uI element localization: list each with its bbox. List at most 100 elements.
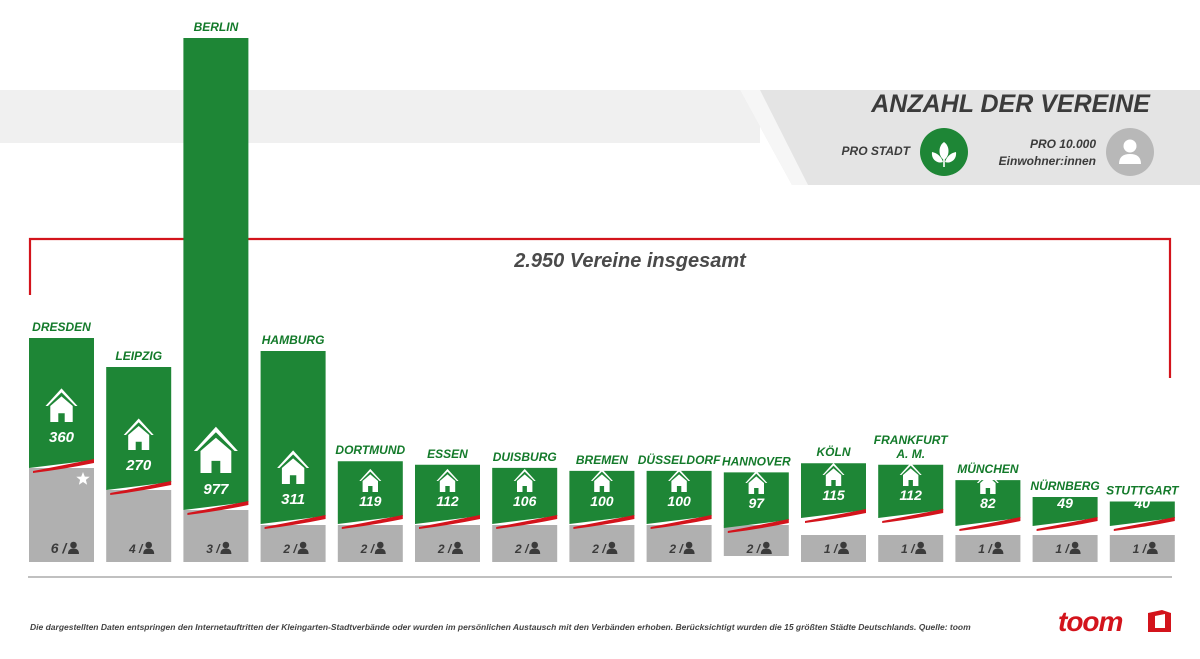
per-capita-bar — [492, 525, 558, 562]
house-roof — [436, 468, 459, 481]
per-capita-label: 2 / — [360, 542, 376, 556]
house-body — [128, 426, 150, 450]
person-body — [1069, 548, 1081, 554]
city-label: DUISBURG — [493, 450, 557, 464]
toom-logo-icon — [1148, 610, 1171, 632]
house-body — [1057, 476, 1073, 494]
bar-group: 270 4 / LEIPZIG — [106, 349, 172, 562]
person-head — [145, 541, 152, 549]
house-body — [748, 476, 764, 494]
per-capita-label: 1 / — [824, 542, 839, 556]
person-body — [452, 548, 463, 554]
per-capita-label: 3 / — [206, 542, 221, 556]
value-label: 40 — [1134, 495, 1151, 511]
bar-group: 100 2 / DÜSSELDORF — [638, 452, 721, 562]
value-label: 977 — [203, 481, 229, 498]
person-head — [222, 541, 230, 549]
house-icon — [976, 470, 999, 494]
bar-group: 82 1 / MÜNCHEN — [955, 461, 1021, 562]
person-head — [299, 541, 307, 549]
value-label: 97 — [749, 495, 766, 511]
swoosh-accent — [419, 515, 480, 529]
house-roof — [976, 470, 999, 483]
per-capita-bar — [1109, 535, 1175, 562]
value-label: 311 — [281, 491, 305, 508]
bar-group: 49 1 / NÜRNBERG — [1030, 470, 1100, 562]
house-icon — [359, 468, 382, 492]
person-body — [68, 548, 79, 554]
per-capita-label: 2 / — [746, 542, 762, 556]
house-roof — [590, 468, 613, 481]
house-icon — [745, 470, 768, 494]
house-icon — [193, 426, 238, 473]
value-label: 49 — [1056, 495, 1073, 511]
house-body — [825, 468, 842, 486]
house-roof — [668, 468, 691, 481]
per-capita-label: 1 / — [1133, 542, 1148, 556]
bar-group: 977 3 / BERLIN — [183, 20, 249, 562]
house-icon — [1054, 470, 1077, 494]
house-body — [281, 458, 305, 484]
per-capita-bar — [337, 525, 403, 562]
bar-group: 97 2 / HANNOVER — [722, 454, 791, 556]
per-capita-label: 2 / — [668, 542, 684, 556]
person-body — [529, 548, 541, 554]
person-small-icon — [760, 541, 772, 554]
count-bar — [646, 470, 712, 524]
count-bar — [415, 464, 480, 524]
house-icon — [436, 468, 459, 492]
person-small-icon — [683, 541, 695, 554]
per-capita-label: 4 / — [128, 542, 144, 556]
house-roof — [193, 426, 238, 451]
bar-group: 100 2 / BREMEN — [569, 453, 635, 562]
city-label: KÖLN — [817, 444, 851, 459]
bar-group: 119 2 / DORTMUND — [335, 443, 406, 562]
person-head — [70, 541, 77, 549]
count-bar — [260, 351, 326, 524]
legend-per-capita-line2: Einwohner:innen — [998, 154, 1096, 168]
person-head — [840, 541, 847, 549]
per-capita-bar — [1032, 535, 1098, 562]
swoosh-accent — [727, 519, 789, 533]
city-label: DÜSSELDORF — [638, 452, 721, 467]
per-capita-bar — [106, 490, 172, 562]
house-icon — [822, 462, 845, 486]
swoosh-accent — [341, 515, 403, 529]
bar-group: 112 2 / ESSEN — [415, 447, 480, 562]
house-roof — [822, 462, 845, 475]
city-label: STUTTGART — [1106, 484, 1180, 498]
house-roof — [1054, 470, 1077, 483]
per-capita-bar — [260, 525, 326, 562]
swoosh-accent — [110, 481, 172, 495]
city-label: BREMEN — [576, 453, 628, 467]
house-body — [200, 437, 232, 473]
house-icon — [1131, 470, 1154, 494]
person-small-icon — [68, 541, 79, 554]
swoosh-accent — [882, 509, 944, 523]
person-body — [683, 548, 695, 554]
house-icon — [123, 418, 154, 450]
total-label: 2.950 Vereine insgesamt — [514, 250, 746, 272]
count-bar — [1032, 496, 1098, 526]
person-body — [1146, 548, 1158, 554]
value-label: 82 — [980, 495, 996, 511]
per-capita-label: 2 / — [437, 542, 453, 556]
legend-per-city-label: PRO STADT — [841, 144, 910, 158]
per-capita-bar — [878, 535, 944, 562]
count-bar — [569, 470, 635, 524]
house-roof — [277, 450, 310, 468]
house-body — [1134, 476, 1150, 494]
footnote: Die dargestellten Daten entspringen den … — [30, 622, 971, 632]
person-body — [220, 548, 232, 554]
person-head — [454, 541, 461, 549]
value-label: 112 — [436, 493, 459, 509]
person-small-icon — [915, 541, 927, 554]
person-head — [1149, 541, 1156, 549]
value-label: 100 — [590, 493, 614, 509]
per-capita-bar — [415, 525, 480, 562]
person-small-icon — [606, 541, 618, 554]
swoosh-accent — [805, 509, 866, 523]
person-small-icon — [1146, 541, 1158, 554]
house-body — [903, 468, 919, 486]
value-label: 106 — [513, 493, 537, 509]
